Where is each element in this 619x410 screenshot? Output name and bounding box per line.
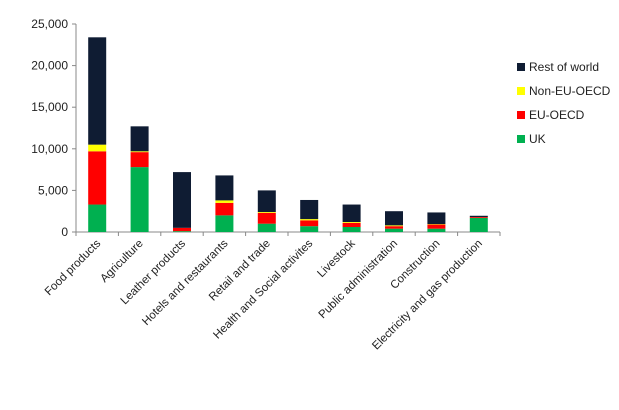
bar-segment-non-eu-oecd: [300, 219, 319, 221]
bar-segment-eu-oecd: [88, 151, 107, 205]
bar-segment-rest-of-world: [215, 175, 234, 201]
bar-segment-eu-oecd: [342, 222, 361, 228]
bar-segment-rest-of-world: [130, 126, 149, 152]
bar-segment-uk: [342, 227, 361, 232]
bar-segment-uk: [257, 223, 276, 232]
legend-label: UK: [529, 132, 546, 146]
x-category-label: Hotels and restaurants: [140, 237, 230, 327]
bar-segment-non-eu-oecd: [385, 225, 403, 227]
bars: [88, 37, 488, 232]
y-tick-label: 5,000: [38, 183, 68, 197]
x-category-label: Food products: [43, 237, 104, 298]
bar-segment-eu-oecd: [469, 217, 488, 218]
legend-label: Non-EU-OECD: [529, 84, 611, 98]
legend-swatch: [517, 135, 525, 143]
legend-swatch: [517, 111, 525, 119]
bar-segment-non-eu-oecd: [427, 224, 446, 225]
y-tick-label: 0: [61, 225, 68, 239]
bar-segment-rest-of-world: [385, 211, 403, 226]
bar-segment-uk: [215, 215, 234, 232]
legend: Rest of world Non-EU-OECD EU-OECD UK: [517, 60, 611, 146]
bar-segment-non-eu-oecd: [257, 212, 276, 213]
x-category-label: Livestock: [315, 237, 358, 280]
bar-segment-eu-oecd: [173, 227, 191, 232]
legend-label: Rest of world: [529, 60, 599, 74]
legend-swatch: [517, 63, 525, 71]
bar-segment-rest-of-world: [88, 37, 107, 145]
legend-label: EU-OECD: [529, 108, 585, 122]
x-category-label: Public administration: [317, 238, 401, 322]
bar-segment-uk: [130, 167, 149, 232]
bar-segment-rest-of-world: [300, 199, 319, 220]
bar-segment-eu-oecd: [427, 224, 446, 229]
bar-segment-eu-oecd: [130, 152, 149, 168]
y-tick-label: 20,000: [31, 59, 68, 73]
y-tick-label: 15,000: [31, 100, 68, 114]
bar-segment-rest-of-world: [342, 204, 361, 223]
bar-segment-rest-of-world: [257, 190, 276, 213]
bar-segment-eu-oecd: [257, 212, 276, 224]
bar-segment-eu-oecd: [300, 220, 319, 227]
y-tick-label: 25,000: [31, 17, 68, 31]
bar-segment-uk: [469, 217, 488, 232]
bar-segment-non-eu-oecd: [88, 144, 107, 152]
bar-segment-rest-of-world: [427, 212, 446, 225]
y-tick-label: 10,000: [31, 142, 68, 156]
bar-segment-non-eu-oecd: [215, 200, 234, 203]
bar-segment-eu-oecd: [385, 226, 403, 229]
bar-segment-uk: [427, 228, 446, 232]
bar-segment-non-eu-oecd: [342, 222, 361, 223]
legend-swatch: [517, 87, 525, 95]
bar-segment-non-eu-oecd: [130, 151, 149, 153]
bar-segment-uk: [300, 226, 319, 232]
bar-segment-uk: [88, 204, 107, 232]
bar-segment-eu-oecd: [215, 202, 234, 216]
bar-segment-rest-of-world: [173, 172, 191, 228]
bar-segment-uk: [173, 231, 191, 232]
bar-segment-uk: [385, 228, 403, 232]
bar-segment-rest-of-world: [469, 215, 488, 218]
